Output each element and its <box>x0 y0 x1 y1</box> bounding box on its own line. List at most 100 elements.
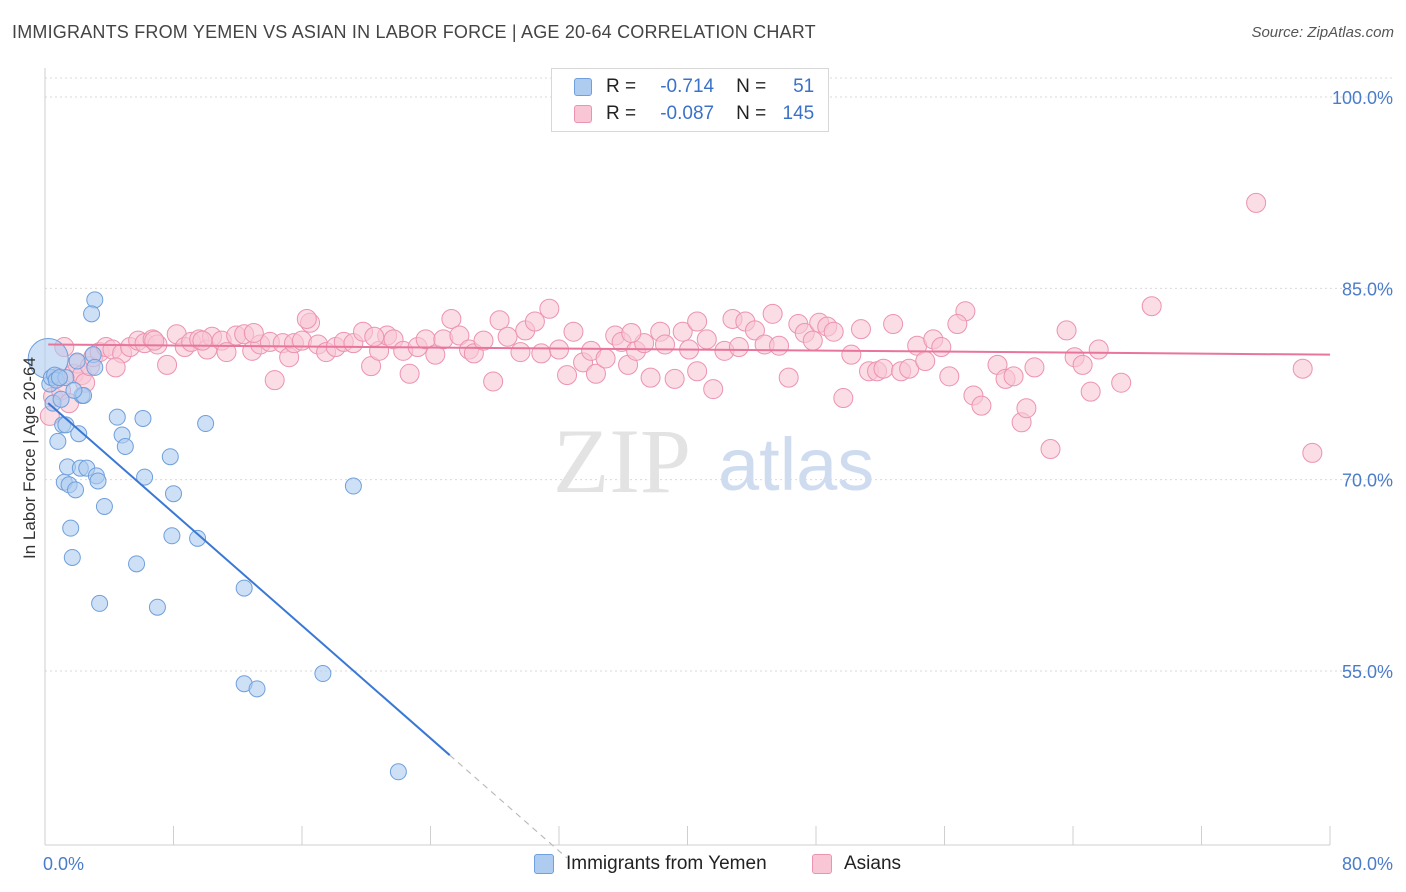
asians-point <box>939 366 960 387</box>
yemen-point <box>248 680 266 698</box>
asians-point <box>1040 439 1061 460</box>
asians-point <box>1080 381 1101 402</box>
yemen-point <box>52 390 70 408</box>
asians-point <box>473 330 494 351</box>
yemen-trend-line <box>47 402 451 756</box>
y-tick-label: 70.0% <box>1342 471 1393 491</box>
asians-point <box>157 354 178 375</box>
asians-point <box>833 388 854 409</box>
y-axis-label: In Labor Force | Age 20-64 <box>20 357 39 559</box>
asians-point <box>216 342 237 363</box>
chart-title: IMMIGRANTS FROM YEMEN VS ASIAN IN LABOR … <box>12 22 816 42</box>
legend-r-label: R = <box>606 76 637 97</box>
yemen-point <box>116 438 134 456</box>
asians-point <box>1246 192 1267 213</box>
asians-point <box>672 321 693 342</box>
asians-point <box>524 311 545 332</box>
asians-point <box>531 343 552 364</box>
legend-swatch-yemen <box>534 854 554 874</box>
asians-point <box>264 370 285 391</box>
yemen-points <box>27 291 407 781</box>
yemen-point <box>70 425 88 443</box>
asians-point <box>1111 372 1132 393</box>
asians-point <box>1003 366 1024 387</box>
watermark-atlas: atlas <box>718 423 874 506</box>
legend-n-value: 51 <box>793 76 815 97</box>
asians-point <box>192 330 213 351</box>
asians-point <box>497 326 518 347</box>
asians-point <box>664 368 685 389</box>
legend-item-asians[interactable]: Asians <box>812 852 901 876</box>
asians-point <box>243 322 264 343</box>
y-tick-label: 85.0% <box>1342 279 1393 299</box>
asians-point <box>899 358 920 379</box>
asians-point <box>489 310 510 331</box>
yemen-point <box>189 529 207 547</box>
asians-point <box>557 365 578 386</box>
y-tick-label: 100.0% <box>1332 88 1393 108</box>
legend-n-label: N = <box>736 103 767 124</box>
yemen-point <box>161 448 179 466</box>
asians-point <box>883 314 904 335</box>
asians-point <box>595 348 616 369</box>
yemen-point <box>134 409 152 427</box>
asians-point <box>1302 442 1323 463</box>
asians-point <box>778 367 799 388</box>
legend-item-yemen[interactable]: Immigrants from Yemen <box>534 852 767 876</box>
asians-point <box>1024 357 1045 378</box>
yemen-trend-extension <box>449 754 568 859</box>
yemen-point <box>86 358 104 376</box>
legend-r-value: -0.087 <box>660 103 715 124</box>
y-tick-label: 55.0% <box>1342 662 1393 682</box>
yemen-point <box>136 468 154 486</box>
asians-point <box>144 330 165 351</box>
asians-point <box>728 337 749 358</box>
asians-point <box>1072 354 1093 375</box>
asians-point <box>399 363 420 384</box>
watermark: ZIP atlas <box>553 410 874 512</box>
asians-point <box>915 351 936 372</box>
asians-point <box>931 337 952 358</box>
asians-point <box>510 342 531 363</box>
legend-row-asians: R = -0.087 N = 145 <box>574 102 814 126</box>
asians-point <box>762 303 783 324</box>
yemen-point <box>108 408 126 426</box>
yemen-point <box>86 291 104 309</box>
asians-point <box>947 314 968 335</box>
asians-point <box>802 330 823 351</box>
yemen-point <box>165 485 182 503</box>
asians-point <box>744 320 765 341</box>
yemen-point <box>65 381 83 399</box>
yemen-point <box>62 519 80 537</box>
asians-point <box>1056 320 1077 341</box>
x-tick-label: 0.0% <box>43 854 84 874</box>
asians-point <box>971 395 992 416</box>
asians-point <box>1141 296 1162 317</box>
asians-point <box>1292 358 1313 379</box>
asians-point <box>1016 398 1037 419</box>
legend-swatch-asians <box>812 854 832 874</box>
axes <box>44 68 1331 846</box>
asians-point <box>696 329 717 350</box>
yemen-point <box>148 598 166 616</box>
yemen-point <box>95 497 113 515</box>
legend-r-label: R = <box>606 103 637 124</box>
legend-swatch-yemen <box>574 78 592 96</box>
asians-point <box>1088 339 1109 360</box>
asians-point <box>687 311 708 332</box>
asians-trend-line <box>48 343 1331 356</box>
asians-point <box>364 326 385 347</box>
tick-labels: 100.0% 85.0% 70.0% 55.0% 0.0% 80.0% <box>43 88 1393 874</box>
source-label: Source: ZipAtlas.com <box>1251 24 1394 41</box>
yemen-point <box>89 472 107 490</box>
asians-point <box>769 335 790 356</box>
asians-point <box>873 358 894 379</box>
yemen-point <box>163 527 181 545</box>
legend-n-label: N = <box>736 76 767 97</box>
yemen-point <box>49 432 67 450</box>
x-tick-label: 80.0% <box>1342 854 1393 874</box>
yemen-point <box>389 763 407 781</box>
asians-point <box>296 308 317 329</box>
asians-point <box>539 298 560 319</box>
